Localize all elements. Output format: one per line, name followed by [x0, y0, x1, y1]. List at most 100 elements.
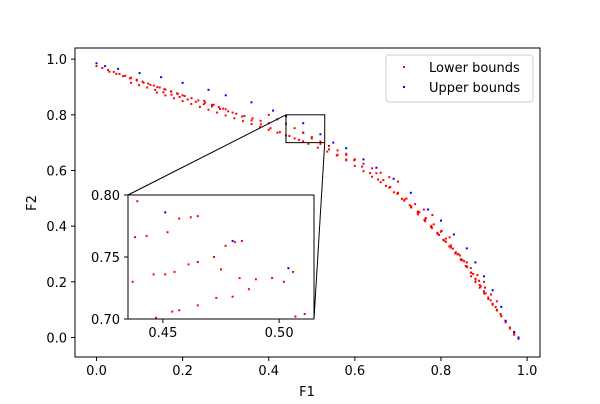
inset-lower-bound-point	[213, 256, 215, 258]
lower-bound-point	[484, 292, 487, 295]
zoom-indicator	[127, 114, 326, 320]
x-tick-label: 1.0	[517, 364, 538, 379]
lower-bound-point	[326, 150, 329, 153]
lower-bound-point	[418, 211, 421, 214]
main-axes-frame	[74, 47, 541, 358]
upper-bound-point	[117, 67, 120, 70]
lower-bound-point	[405, 197, 408, 200]
upper-bound-point	[392, 177, 395, 180]
lower-bound-point	[224, 108, 227, 111]
lower-bound-point	[158, 86, 161, 89]
lower-bound-point	[250, 123, 253, 126]
lower-bound-point	[276, 131, 279, 134]
upper-bound-point	[302, 122, 305, 125]
lower-bound-point	[278, 131, 281, 134]
lower-bound-point	[479, 285, 482, 288]
legend-label-upper: Upper bounds	[429, 81, 520, 96]
lower-bound-point	[181, 100, 184, 103]
upper-bound-point	[332, 141, 335, 144]
lower-bound-point	[410, 205, 413, 208]
lower-bound-point	[207, 108, 210, 111]
lower-bound-point	[513, 332, 516, 335]
lower-bound-point	[216, 111, 219, 114]
upper-bound-point	[409, 191, 412, 194]
lower-bound-point	[267, 113, 270, 116]
lower-bound-point	[243, 115, 246, 117]
lower-bound-point	[388, 176, 391, 179]
lower-bound-point	[108, 70, 111, 73]
lower-bound-point	[269, 127, 272, 130]
lower-bound-point	[430, 224, 433, 227]
inset-y-tick-label: 0.70	[91, 313, 120, 328]
inset-lower-bound-point	[292, 270, 295, 273]
lower-bound-point	[442, 238, 445, 241]
lower-bound-point	[474, 281, 477, 283]
lower-bound-point	[392, 191, 395, 194]
upper-bound-point	[500, 305, 503, 308]
x-axis-label: F1	[299, 385, 315, 400]
lower-bound-point	[463, 260, 466, 263]
lower-bound-point	[487, 298, 490, 300]
lower-bound-point	[162, 91, 165, 94]
lower-bound-point	[95, 65, 98, 68]
lower-bound-point	[403, 199, 406, 202]
inset-lower-bound-point	[164, 273, 167, 276]
upper-bound-point	[181, 81, 184, 84]
inset-lower-bound-point	[189, 216, 192, 219]
lower-bound-point	[233, 117, 236, 120]
inset-lower-bound-point	[154, 316, 157, 319]
y-tick-label: 1.0	[46, 53, 67, 68]
lower-bound-point	[495, 300, 498, 303]
lower-bound-point	[164, 94, 167, 97]
inset-lower-bound-point	[220, 268, 222, 271]
zoom-region-box	[285, 114, 326, 144]
inset-lower-bound-point	[178, 309, 181, 312]
upper-bound-point	[224, 94, 227, 97]
lower-bound-point	[361, 165, 364, 168]
legend-marker-lower	[403, 66, 405, 68]
inset-y-tick-label: 0.75	[91, 251, 120, 266]
lower-bound-point	[328, 145, 330, 147]
inset-lower-bound-point	[152, 273, 155, 276]
lower-bound-point	[259, 125, 262, 128]
lower-bound-point	[222, 107, 225, 110]
legend-box	[385, 54, 534, 103]
lower-bound-point	[416, 212, 419, 215]
upper-bound-point	[483, 275, 485, 278]
lower-bound-point	[190, 103, 193, 105]
inset-background	[128, 195, 314, 319]
lower-bound-point	[458, 254, 461, 257]
lower-bound-point	[316, 146, 319, 149]
lower-bound-point	[141, 80, 144, 83]
inset-lower-bound-point	[187, 263, 190, 266]
lower-bound-point	[403, 198, 406, 201]
x-tick-label: 0.6	[345, 364, 366, 379]
zoom-connector-line	[313, 142, 326, 320]
upper-bound-point	[250, 101, 253, 104]
lower-bound-point	[469, 267, 472, 270]
lower-bound-point	[224, 114, 227, 117]
lower-bound-point	[112, 70, 115, 73]
lower-bound-point	[302, 131, 305, 134]
upper-bound-point	[513, 330, 516, 333]
main-plot-marks	[95, 62, 520, 340]
lower-bound-point	[118, 72, 121, 75]
inset-lower-bound-point	[247, 288, 250, 291]
lower-bound-point	[423, 219, 426, 222]
lower-bound-point	[212, 103, 215, 106]
lower-bound-point	[152, 84, 155, 87]
inset-lower-bound-point	[196, 304, 199, 307]
lower-bound-point	[181, 94, 184, 97]
lower-bound-point	[241, 120, 244, 123]
lower-bound-point	[293, 127, 296, 130]
lower-bound-point	[483, 292, 485, 295]
lower-bound-point	[345, 153, 348, 156]
inset-lower-bound-point	[271, 277, 274, 280]
lower-bound-point	[211, 103, 213, 106]
lower-bound-point	[460, 259, 463, 262]
lower-bound-point	[416, 210, 419, 213]
lower-bound-point	[217, 106, 220, 108]
lower-bound-point	[251, 117, 254, 120]
lower-bound-point	[396, 191, 399, 194]
inset-lower-bound-point	[134, 236, 136, 239]
